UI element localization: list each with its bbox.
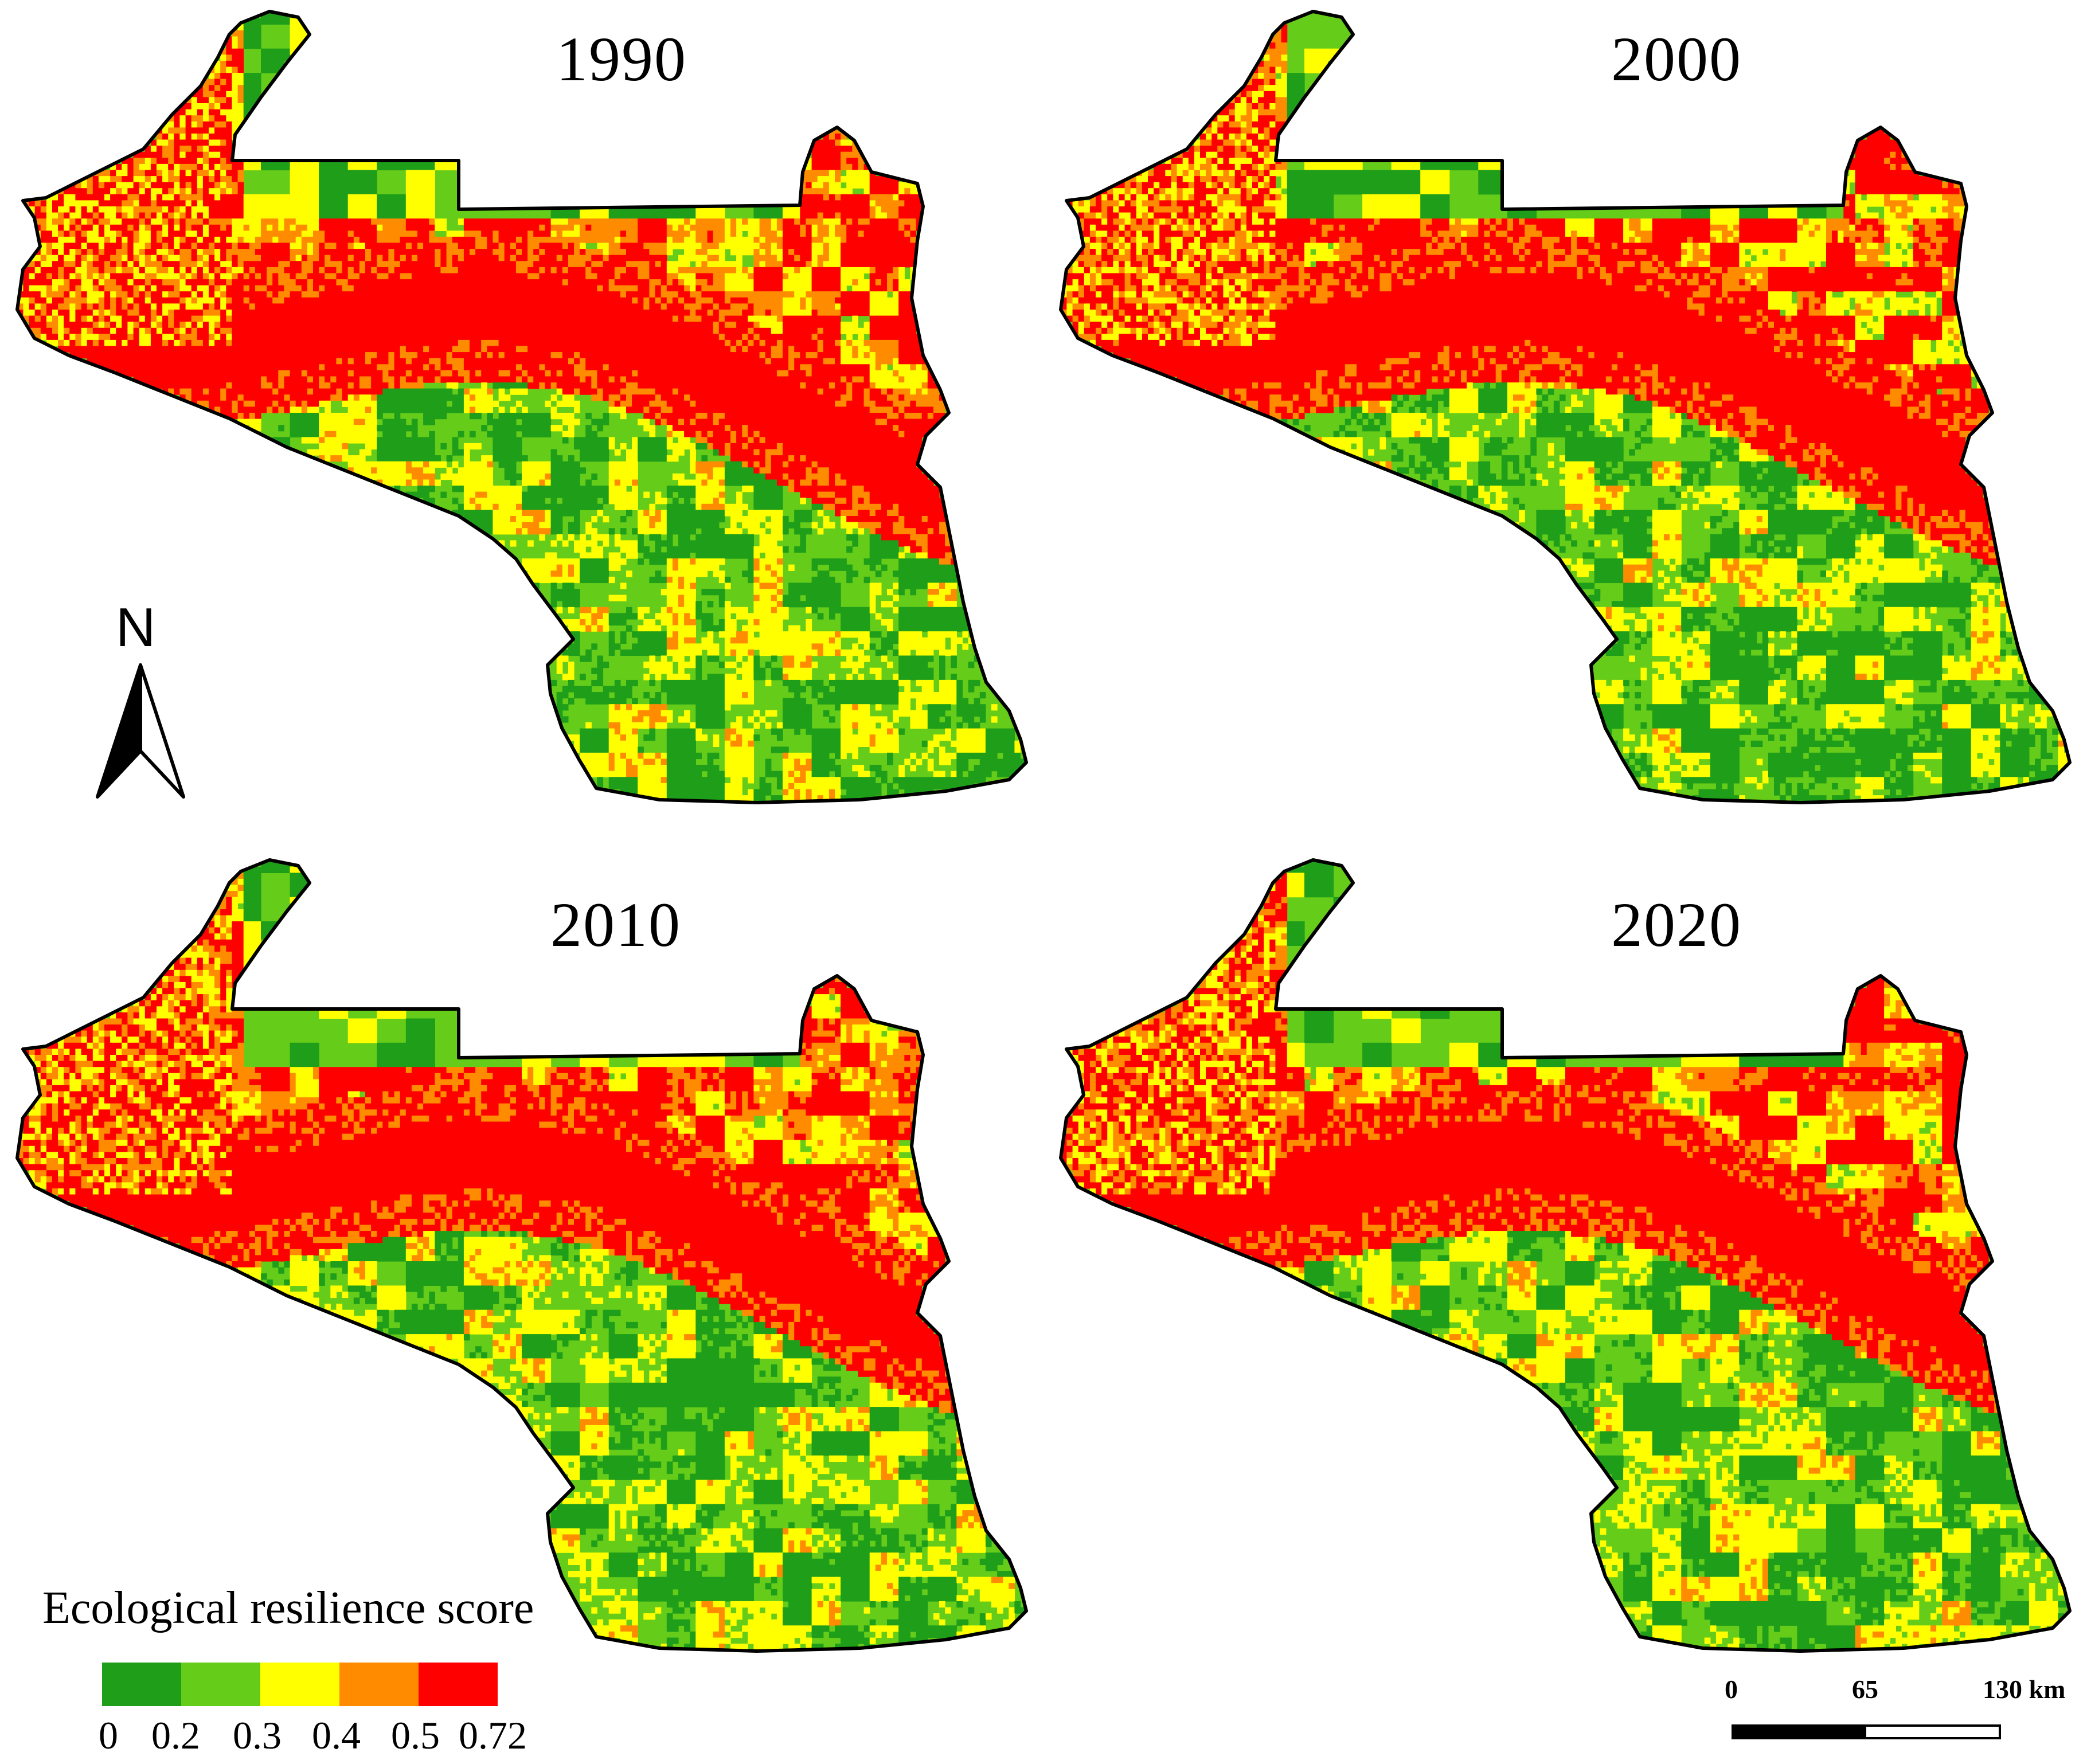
resilience-raster — [1061, 11, 2070, 803]
region-boundary — [1059, 858, 2072, 1653]
scale-bar: 0 65 130 km — [1709, 1674, 2081, 1754]
legend-tick-label: 0.4 — [312, 1714, 361, 1757]
year-label: 2020 — [1611, 890, 1742, 960]
map-2000 — [1059, 10, 2072, 804]
map-panel-2010: 2010 — [0, 848, 1044, 1674]
north-arrow: N — [86, 596, 195, 803]
region-boundary — [1059, 10, 2072, 804]
legend-tick-label: 0.3 — [233, 1714, 282, 1757]
legend-tick-label: 0 — [99, 1714, 118, 1757]
map-panel-1990: 1990 — [0, 0, 1044, 826]
legend-swatch — [339, 1663, 419, 1706]
resilience-raster — [17, 860, 1026, 1651]
resilience-raster — [1061, 860, 2070, 1651]
legend-color-bar — [102, 1663, 498, 1706]
resilience-raster — [17, 11, 1026, 803]
year-label: 2010 — [550, 890, 681, 960]
legend: Ecological resilience score 0 0.2 0.3 0.4 0.… — [34, 1582, 585, 1757]
scale-bar-graphic — [1732, 1724, 2001, 1739]
legend-swatch — [419, 1663, 498, 1706]
scale-label-130: 130 km — [1983, 1675, 2066, 1704]
scale-label-0: 0 — [1725, 1675, 1738, 1704]
legend-swatch — [260, 1663, 339, 1706]
north-letter: N — [116, 597, 156, 658]
map-2010 — [15, 858, 1028, 1653]
scale-bar-black-segment — [1734, 1727, 1866, 1737]
year-label: 1990 — [556, 24, 687, 94]
legend-tick-label: 0.72 — [459, 1714, 527, 1757]
region-boundary — [15, 858, 1028, 1653]
legend-swatch — [181, 1663, 260, 1706]
map-1990 — [15, 10, 1028, 804]
region-boundary — [15, 10, 1028, 804]
north-arrow-icon — [96, 663, 185, 799]
scale-label-65: 65 — [1852, 1675, 1878, 1704]
map-panel-2000: 2000 — [1044, 0, 2087, 826]
scale-bar-white-segment — [1866, 1727, 1999, 1737]
legend-tick-label: 0.2 — [151, 1714, 200, 1757]
legend-title: Ecological resilience score — [42, 1583, 534, 1633]
map-2020 — [1059, 858, 2072, 1653]
map-panel-2020: 2020 — [1044, 848, 2087, 1674]
year-label: 2000 — [1611, 24, 1742, 94]
legend-tick-label: 0.5 — [391, 1714, 440, 1757]
legend-swatch — [102, 1663, 181, 1706]
